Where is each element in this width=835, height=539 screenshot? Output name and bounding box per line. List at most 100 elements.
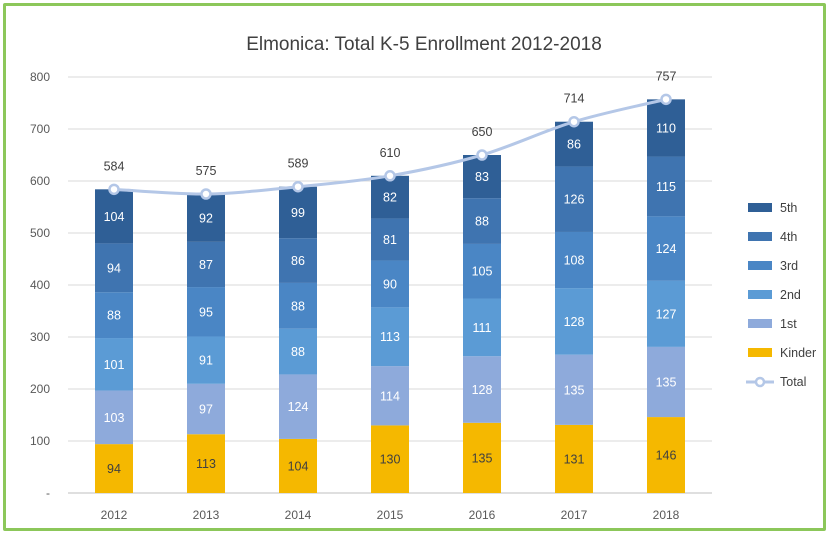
- data-label: 111: [472, 321, 491, 335]
- y-tick-label: 400: [30, 278, 50, 292]
- y-tick-label: -: [46, 486, 50, 500]
- total-line: 584 575 589 610 650 714 757: [104, 69, 677, 200]
- data-label: 124: [288, 400, 309, 414]
- total-point: [108, 183, 120, 196]
- bar-segment-2nd: [187, 336, 225, 384]
- bar-segment-1st: [279, 374, 317, 439]
- data-label: 88: [107, 309, 121, 323]
- x-tick-label: 2014: [285, 508, 312, 522]
- total-data-label: 575: [196, 164, 217, 178]
- data-label: 88: [291, 299, 305, 313]
- legend-label: Total: [780, 375, 806, 389]
- y-tick-label: 700: [30, 122, 50, 136]
- bar-segment-1st: [95, 390, 133, 445]
- data-label: 91: [199, 354, 213, 368]
- data-label: 86: [291, 254, 305, 268]
- bar-segment-1st: [647, 346, 685, 418]
- bar-segment-1st: [187, 383, 225, 435]
- data-label: 114: [380, 389, 400, 403]
- bar-segment-4th: [463, 198, 501, 244]
- data-label: 146: [656, 449, 677, 463]
- data-label: 90: [383, 277, 397, 291]
- data-label: 82: [383, 191, 397, 205]
- y-axis: - 100 200 300 400 500 600 700 800: [30, 70, 50, 500]
- y-tick-label: 600: [30, 174, 50, 188]
- bar-segment-2nd: [555, 288, 593, 355]
- bar-segment-4th: [279, 238, 317, 283]
- data-label: 127: [656, 307, 677, 321]
- bar-segment-4th: [187, 241, 225, 288]
- data-label: 113: [380, 330, 400, 344]
- legend-swatch-5th: [748, 203, 772, 212]
- data-label: 103: [104, 411, 125, 425]
- data-label: 126: [564, 193, 585, 207]
- bar-segment-5th: [279, 186, 317, 239]
- legend-swatch-1st: [748, 319, 772, 328]
- x-tick-label: 2018: [653, 508, 680, 522]
- bar-segment-2nd: [95, 338, 133, 391]
- total-point: [384, 170, 396, 182]
- bar-segment-3rd: [647, 216, 685, 281]
- data-label: 105: [472, 265, 493, 279]
- bar-segment-2nd: [647, 280, 685, 347]
- data-label: 99: [291, 206, 305, 220]
- bar-segment-1st: [555, 354, 593, 425]
- legend-swatch-4th: [748, 232, 772, 241]
- total-point: [660, 93, 672, 106]
- legend-label: 3rd: [780, 259, 798, 273]
- total-data-label: 714: [564, 92, 585, 106]
- bar-segment-5th: [463, 155, 501, 199]
- bar-segment-kinder: [463, 422, 501, 493]
- total-data-label: 610: [380, 146, 401, 160]
- bar-segment-3rd: [463, 243, 501, 299]
- total-point: [292, 180, 304, 193]
- chart-frame: [3, 3, 826, 531]
- data-label: 97: [199, 403, 213, 417]
- x-tick-label: 2016: [469, 508, 496, 522]
- bar-segment-5th: [555, 121, 593, 167]
- data-label: 92: [199, 211, 213, 225]
- bar-segment-5th: [371, 175, 409, 219]
- data-label: 113: [196, 457, 216, 471]
- data-label: 135: [472, 451, 493, 465]
- data-label: 101: [104, 358, 125, 372]
- bar-segment-kinder: [95, 444, 133, 493]
- bar-segment-3rd: [187, 287, 225, 337]
- x-tick-label: 2013: [193, 508, 220, 522]
- x-tick-label: 2015: [377, 508, 404, 522]
- data-label: 87: [199, 258, 213, 272]
- data-label: 108: [564, 254, 585, 268]
- bar-segment-4th: [647, 156, 685, 217]
- total-data-label: 757: [656, 69, 677, 83]
- bar-segment-4th: [371, 218, 409, 261]
- bar-segment-1st: [371, 366, 409, 426]
- y-tick-label: 200: [30, 382, 50, 396]
- bar-segment-3rd: [371, 260, 409, 308]
- bar-segment-kinder: [371, 425, 409, 493]
- total-point: [200, 188, 212, 200]
- legend-swatch-2nd: [748, 290, 772, 299]
- x-tick-label: 2012: [101, 508, 128, 522]
- y-tick-label: 100: [30, 434, 50, 448]
- legend-swatch-kinder: [748, 348, 772, 357]
- data-label: 131: [564, 452, 585, 466]
- bars: 94 113 104 130 135 131 146 103 97 124 114 128 135 135…: [95, 99, 685, 493]
- bar-segment-2nd: [371, 307, 409, 367]
- bar-segment-5th: [187, 194, 225, 242]
- bar-segment-3rd: [555, 231, 593, 289]
- y-tick-label: 300: [30, 330, 50, 344]
- bar-segment-5th: [647, 99, 685, 157]
- data-label: 83: [475, 170, 489, 184]
- x-tick-label: 2017: [561, 508, 588, 522]
- data-label: 128: [564, 315, 585, 329]
- legend-label: 4th: [780, 230, 797, 244]
- data-label: 81: [383, 233, 397, 247]
- x-axis: 2012 2013 2014 2015 2016 2017 2018: [101, 508, 680, 522]
- data-label: 130: [380, 453, 401, 467]
- y-tick-label: 500: [30, 226, 50, 240]
- data-label: 115: [656, 180, 676, 194]
- bar-segment-3rd: [95, 292, 133, 339]
- bar-segment-4th: [95, 243, 133, 293]
- data-label: 124: [656, 242, 677, 256]
